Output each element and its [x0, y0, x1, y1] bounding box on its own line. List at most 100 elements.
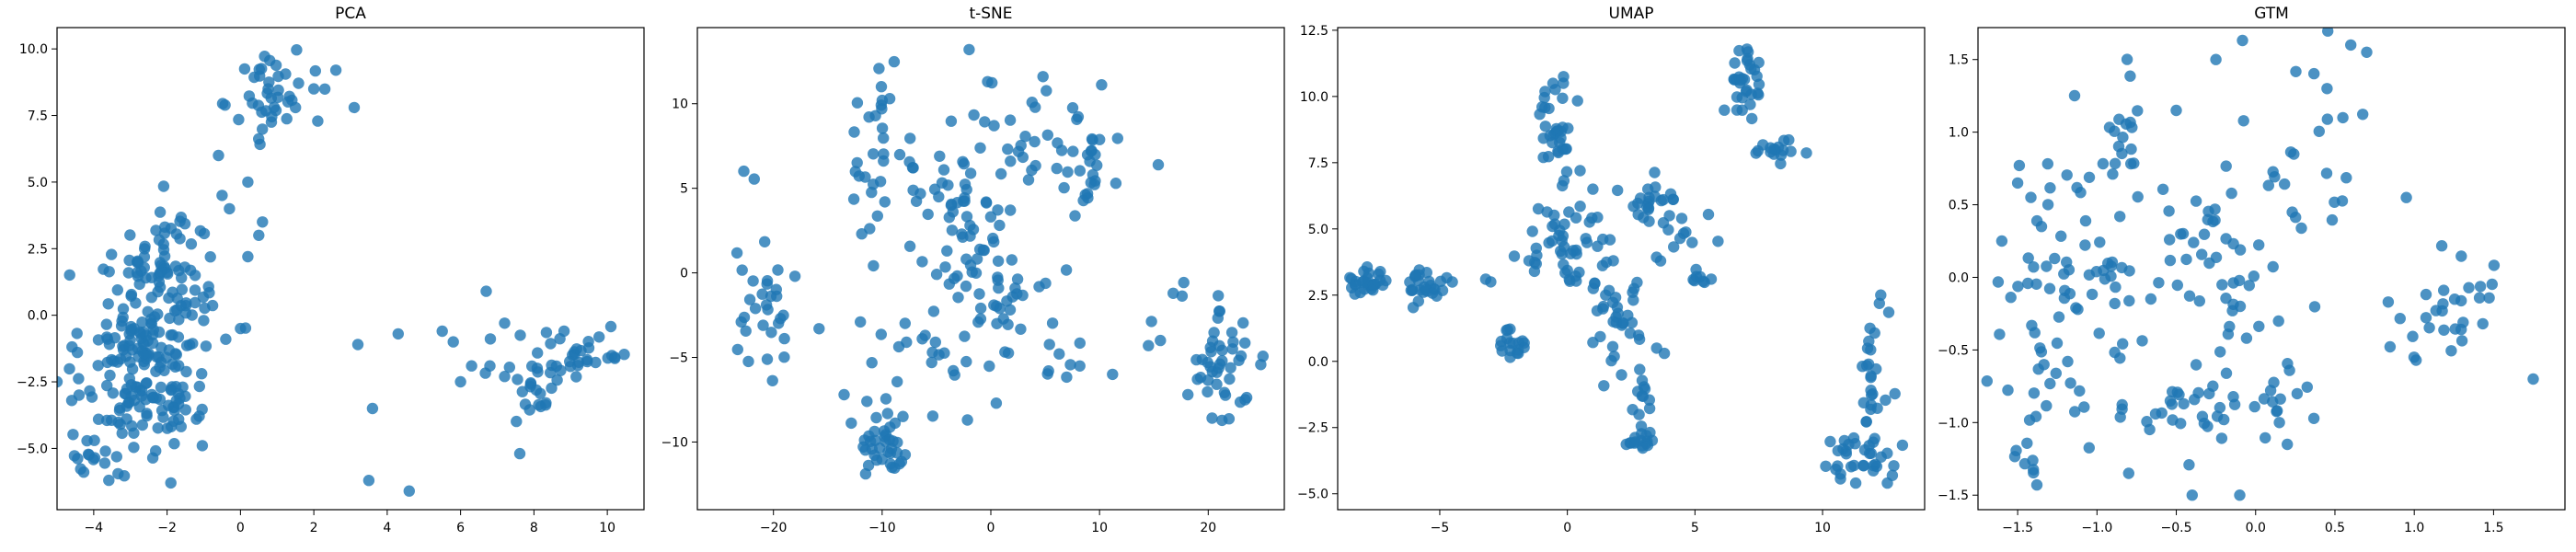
scatter-point — [1167, 287, 1179, 299]
scatter-point — [2061, 256, 2073, 269]
scatter-point — [103, 474, 115, 487]
scatter-point — [436, 325, 448, 338]
scatter-point — [216, 98, 229, 109]
scatter-point — [2123, 265, 2135, 277]
scatter-point — [2218, 413, 2230, 426]
scatter-point — [2173, 388, 2185, 401]
scatter-point — [960, 355, 972, 368]
scatter-point — [765, 290, 777, 303]
scatter-point — [1746, 112, 1758, 125]
scatter-point — [511, 415, 523, 428]
scatter-point — [102, 298, 114, 310]
scatter-point — [1637, 442, 1649, 454]
scatter-point — [183, 339, 196, 351]
scatter-point — [1344, 271, 1356, 283]
scatter-point — [1019, 131, 1031, 143]
scatter-point — [257, 123, 269, 135]
scatter-point — [968, 109, 980, 121]
scatter-point — [1559, 143, 1572, 155]
y-tick-label: −5.0 — [17, 442, 48, 456]
scatter-point — [466, 360, 477, 372]
scatter-point — [903, 240, 916, 252]
y-tick-label: 10.0 — [19, 42, 48, 57]
scatter-point — [1834, 473, 1846, 485]
scatter-point — [907, 184, 919, 196]
scatter-point — [103, 266, 115, 278]
scatter-point — [265, 92, 277, 104]
scatter-point — [856, 228, 868, 240]
scatter-point — [2214, 346, 2226, 358]
scatter-point — [1420, 267, 1433, 279]
panel-title: GTM — [2254, 5, 2289, 23]
scatter-point — [167, 358, 178, 370]
scatter-point — [1560, 166, 1573, 178]
scatter-point — [748, 173, 760, 185]
scatter-point — [773, 317, 785, 329]
scatter-point — [1858, 443, 1871, 456]
scatter-point — [2322, 28, 2334, 37]
scatter-point — [120, 387, 132, 400]
scatter-point — [994, 219, 1006, 232]
scatter-point — [130, 297, 142, 309]
scatter-point — [180, 365, 192, 378]
scatter-point — [2044, 377, 2056, 390]
scatter-point — [312, 115, 324, 127]
scatter-point — [1849, 438, 1861, 450]
scatter-point — [146, 452, 159, 464]
scatter-point — [813, 323, 825, 335]
scatter-point — [2240, 332, 2253, 344]
scatter-point — [2164, 254, 2177, 267]
scatter-point — [63, 269, 75, 282]
scatter-point — [196, 368, 208, 380]
scatter-point — [1235, 350, 1248, 362]
scatter-point — [256, 63, 268, 75]
scatter-point — [960, 280, 972, 293]
scatter-point — [981, 197, 993, 209]
scatter-point — [930, 269, 943, 281]
scatter-point — [1875, 289, 1887, 301]
scatter-point — [1029, 135, 1041, 148]
scatter-point — [1992, 276, 2005, 288]
scatter-point — [866, 357, 878, 369]
scatter-point — [2477, 317, 2489, 330]
scatter-point — [1052, 137, 1064, 149]
scatter-point — [933, 190, 945, 203]
x-tick-label: 4 — [383, 521, 391, 535]
x-tick-label: 0 — [1563, 521, 1571, 535]
scatter-point — [2423, 322, 2435, 334]
scatter-point — [855, 316, 867, 328]
scatter-point — [979, 116, 991, 128]
scatter-point — [2361, 46, 2373, 58]
scatter-point — [1594, 330, 1606, 343]
scatter-point — [2260, 431, 2271, 444]
scatter-point — [117, 311, 129, 324]
scatter-point — [2202, 213, 2214, 225]
scatter-point — [2215, 432, 2228, 444]
scatter-point — [2097, 157, 2110, 170]
scatter-point — [859, 467, 872, 480]
x-tick-label: −0.5 — [2161, 521, 2192, 535]
scatter-point — [963, 43, 975, 56]
scatter-point — [1733, 44, 1745, 57]
x-tick-label: 20 — [1200, 521, 1216, 535]
scatter-point — [1745, 88, 1757, 100]
scatter-point — [2243, 280, 2255, 292]
scatter-point — [1544, 130, 1557, 142]
scatter-point — [736, 264, 748, 276]
scatter-point — [1848, 459, 1860, 472]
scatter-point — [2177, 227, 2190, 240]
scatter-point — [2110, 281, 2122, 293]
scatter-point — [1631, 276, 1643, 289]
scatter-point — [747, 275, 759, 287]
scatter-point — [1886, 469, 1899, 481]
scatter-point — [2449, 323, 2461, 335]
scatter-point — [1066, 102, 1079, 114]
scatter-point — [1830, 464, 1842, 476]
scatter-point — [730, 247, 743, 259]
y-tick-label: 5.0 — [1308, 223, 1328, 237]
scatter-point — [1542, 151, 1555, 163]
scatter-point — [1373, 268, 1385, 281]
scatter-point — [126, 362, 139, 375]
scatter-point — [2290, 65, 2302, 78]
scatter-point — [531, 362, 544, 374]
